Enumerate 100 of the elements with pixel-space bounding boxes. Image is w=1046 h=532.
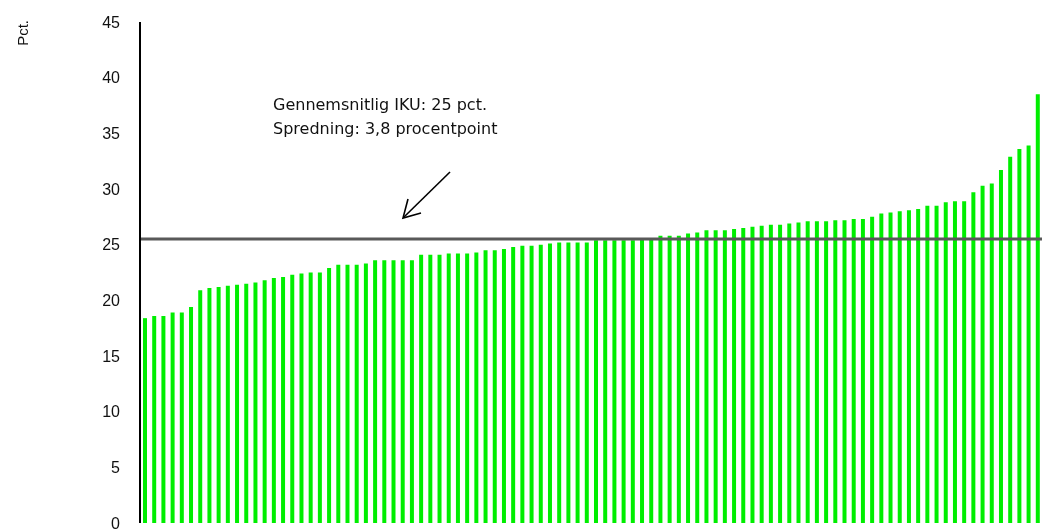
bar xyxy=(520,245,525,523)
bar xyxy=(483,250,488,523)
bar xyxy=(492,250,497,523)
y-tick-label: 15 xyxy=(102,347,121,365)
bar xyxy=(170,312,175,523)
bar xyxy=(143,318,147,523)
bar xyxy=(686,233,691,523)
bar xyxy=(897,211,902,523)
bar xyxy=(345,264,350,523)
bar xyxy=(860,219,865,523)
bar xyxy=(566,242,571,523)
bar xyxy=(299,273,304,523)
bar xyxy=(962,201,967,523)
bar xyxy=(327,268,332,523)
bar xyxy=(474,252,479,523)
y-tick-label: 20 xyxy=(102,292,121,310)
y-tick-label: 40 xyxy=(102,69,121,87)
bar xyxy=(557,242,562,523)
bar xyxy=(713,230,718,523)
bar xyxy=(952,201,957,523)
bar xyxy=(870,216,875,523)
bar xyxy=(612,240,617,523)
bar xyxy=(584,242,589,523)
bar xyxy=(658,235,663,523)
bar xyxy=(446,253,451,523)
bar xyxy=(704,230,709,523)
bar xyxy=(750,226,755,523)
annotation: Gennemsnitlig IKU: 25 pct. xyxy=(273,95,488,114)
bar xyxy=(465,253,470,523)
bar xyxy=(225,285,230,523)
bar xyxy=(778,224,783,523)
bar xyxy=(998,170,1003,523)
bar xyxy=(336,264,341,523)
y-tick-label: 45 xyxy=(102,13,121,31)
bar xyxy=(906,210,911,523)
bar xyxy=(354,264,359,523)
y-tick-label: 5 xyxy=(111,459,121,477)
bar xyxy=(575,242,580,523)
bar xyxy=(879,213,884,523)
bar xyxy=(1017,148,1022,523)
bar xyxy=(391,260,396,523)
bar xyxy=(400,260,405,523)
bar xyxy=(741,227,746,523)
bar xyxy=(547,243,552,523)
bar xyxy=(317,272,322,523)
bar xyxy=(934,205,939,523)
bar xyxy=(511,246,516,523)
y-tick-label: 25 xyxy=(102,236,121,254)
bar xyxy=(888,212,893,523)
bar xyxy=(667,235,672,523)
y-tick-label: 10 xyxy=(102,403,121,421)
bar xyxy=(189,307,194,523)
bar xyxy=(409,260,414,523)
bar xyxy=(253,282,258,523)
bar xyxy=(732,229,737,523)
y-tick-label: 30 xyxy=(102,180,121,198)
bar xyxy=(971,192,976,523)
y-axis-title: Pct. xyxy=(14,20,31,46)
bar xyxy=(630,240,635,523)
bar xyxy=(198,290,203,523)
bar xyxy=(980,185,985,523)
bar xyxy=(594,240,598,523)
bar xyxy=(161,315,166,523)
bar xyxy=(676,235,681,523)
bar xyxy=(373,260,378,523)
bar xyxy=(621,240,626,523)
bar xyxy=(428,254,433,523)
bar xyxy=(805,221,810,523)
bar xyxy=(1035,94,1040,523)
bar xyxy=(989,183,994,523)
y-tick-label: 35 xyxy=(102,125,121,143)
bar xyxy=(603,240,608,523)
bar xyxy=(787,223,792,523)
bar xyxy=(814,221,819,523)
bar xyxy=(455,253,460,523)
bar xyxy=(833,220,838,523)
bar xyxy=(419,254,424,523)
bar xyxy=(722,230,727,523)
bar xyxy=(437,254,442,523)
bar xyxy=(290,274,295,523)
bar xyxy=(796,222,801,523)
bar xyxy=(363,263,368,523)
y-tick-label: 0 xyxy=(111,514,121,532)
bar xyxy=(308,272,313,523)
annotation: Spredning: 3,8 procentpoint xyxy=(273,119,498,138)
bar xyxy=(768,224,773,523)
bar xyxy=(271,278,276,523)
bar xyxy=(235,284,240,523)
bar xyxy=(538,244,543,523)
bar xyxy=(216,286,221,523)
bar xyxy=(842,220,847,523)
bar xyxy=(152,315,157,523)
bar xyxy=(916,209,921,523)
bar xyxy=(824,221,829,523)
bar xyxy=(501,249,506,523)
bar xyxy=(382,260,387,523)
bar xyxy=(759,225,764,523)
bar xyxy=(262,280,267,523)
bar xyxy=(244,283,249,523)
bar xyxy=(851,219,856,523)
